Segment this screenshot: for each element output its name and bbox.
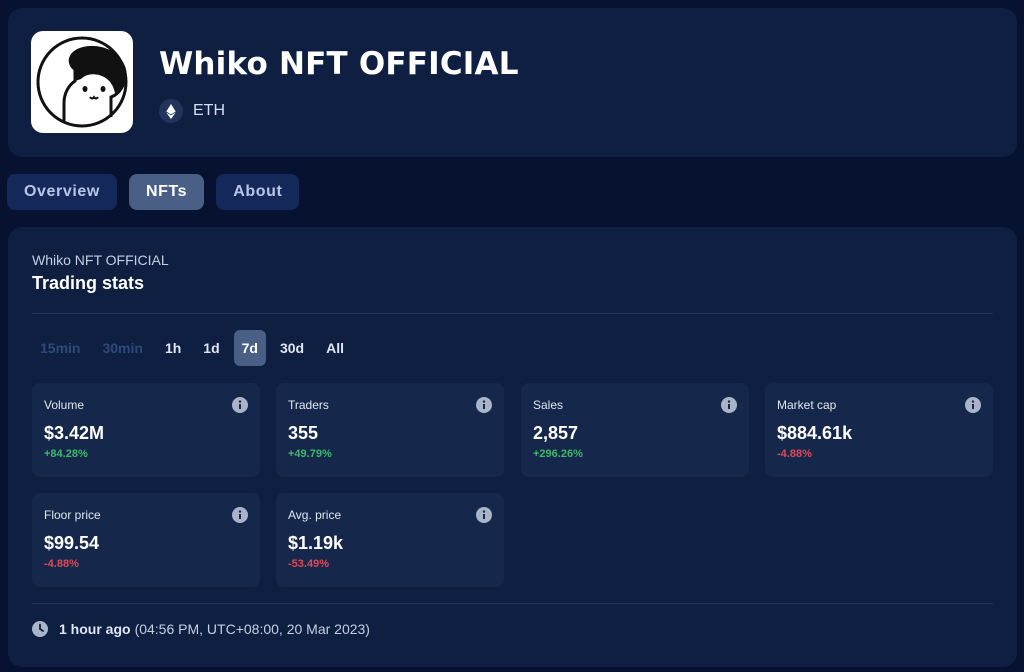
stat-label: Traders bbox=[288, 398, 329, 412]
range-1d[interactable]: 1d bbox=[203, 340, 220, 356]
info-icon[interactable] bbox=[476, 507, 492, 523]
divider bbox=[32, 603, 993, 604]
stat-value: $3.42M bbox=[44, 423, 105, 443]
range-all[interactable]: All bbox=[326, 340, 344, 356]
trading-stats-card: Whiko NFT OFFICIAL Trading stats 15min 3… bbox=[8, 227, 1017, 667]
info-icon[interactable] bbox=[232, 397, 248, 413]
updated-ago: 1 hour ago bbox=[59, 621, 131, 637]
collection-header: Whiko NFT OFFICIAL ETH bbox=[8, 8, 1017, 157]
stat-label: Market cap bbox=[777, 398, 837, 412]
stat-tile-traders: Traders 355 +49.79% bbox=[276, 383, 504, 477]
stat-tile-floor-price: Floor price $99.54 -4.88% bbox=[32, 493, 260, 587]
stat-change: -4.88% bbox=[44, 558, 79, 570]
chain-label: ETH bbox=[193, 102, 225, 119]
stat-label: Floor price bbox=[44, 508, 101, 522]
collection-tabs: Overview NFTs About bbox=[7, 174, 300, 210]
stat-tile-market-cap: Market cap $884.61k -4.88% bbox=[765, 383, 993, 477]
range-30min: 30min bbox=[102, 340, 143, 356]
stats-title: Trading stats bbox=[32, 273, 145, 293]
info-icon[interactable] bbox=[476, 397, 492, 413]
range-7d[interactable]: 7d bbox=[233, 330, 266, 366]
tab-overview[interactable]: Overview bbox=[7, 174, 117, 210]
info-icon[interactable] bbox=[232, 507, 248, 523]
stat-label: Avg. price bbox=[288, 508, 342, 522]
stat-change: +84.28% bbox=[44, 448, 88, 460]
stat-change: +296.26% bbox=[533, 448, 583, 460]
stat-change: -53.49% bbox=[288, 558, 329, 570]
updated-timestamp: (04:56 PM, UTC+08:00, 20 Mar 2023) bbox=[134, 621, 370, 637]
stats-collection-name: Whiko NFT OFFICIAL bbox=[32, 252, 169, 268]
range-30d[interactable]: 30d bbox=[279, 340, 305, 356]
collection-avatar bbox=[31, 31, 133, 133]
range-1h[interactable]: 1h bbox=[164, 340, 182, 356]
tab-about[interactable]: About bbox=[216, 174, 300, 210]
stat-label: Sales bbox=[533, 398, 564, 412]
range-15min: 15min bbox=[40, 340, 81, 356]
chain-badge: ETH bbox=[159, 99, 225, 123]
whiko-cat-avatar-icon bbox=[36, 36, 128, 128]
clock-icon bbox=[32, 621, 48, 637]
stat-tile-sales: Sales 2,857 +296.26% bbox=[521, 383, 749, 477]
stat-value: $1.19k bbox=[288, 533, 344, 553]
stat-label: Volume bbox=[44, 398, 85, 412]
stat-value: $99.54 bbox=[44, 533, 100, 553]
divider bbox=[32, 313, 993, 314]
stat-tile-avg-price: Avg. price $1.19k -53.49% bbox=[276, 493, 504, 587]
time-range-selector: 15min 30min 1h 1d 7d 30d All bbox=[32, 330, 352, 366]
tab-nfts[interactable]: NFTs bbox=[128, 174, 205, 210]
stat-change: -4.88% bbox=[777, 448, 812, 460]
last-updated: 1 hour ago (04:56 PM, UTC+08:00, 20 Mar … bbox=[32, 621, 370, 637]
stat-change: +49.79% bbox=[288, 448, 332, 460]
stat-value: 2,857 bbox=[533, 423, 579, 443]
ethereum-icon bbox=[159, 99, 183, 123]
stat-tile-volume: Volume $3.42M +84.28% bbox=[32, 383, 260, 477]
info-icon[interactable] bbox=[965, 397, 981, 413]
collection-title: Whiko NFT OFFICIAL bbox=[159, 46, 519, 82]
stat-value: 355 bbox=[288, 423, 319, 443]
stat-value: $884.61k bbox=[777, 423, 853, 443]
info-icon[interactable] bbox=[721, 397, 737, 413]
